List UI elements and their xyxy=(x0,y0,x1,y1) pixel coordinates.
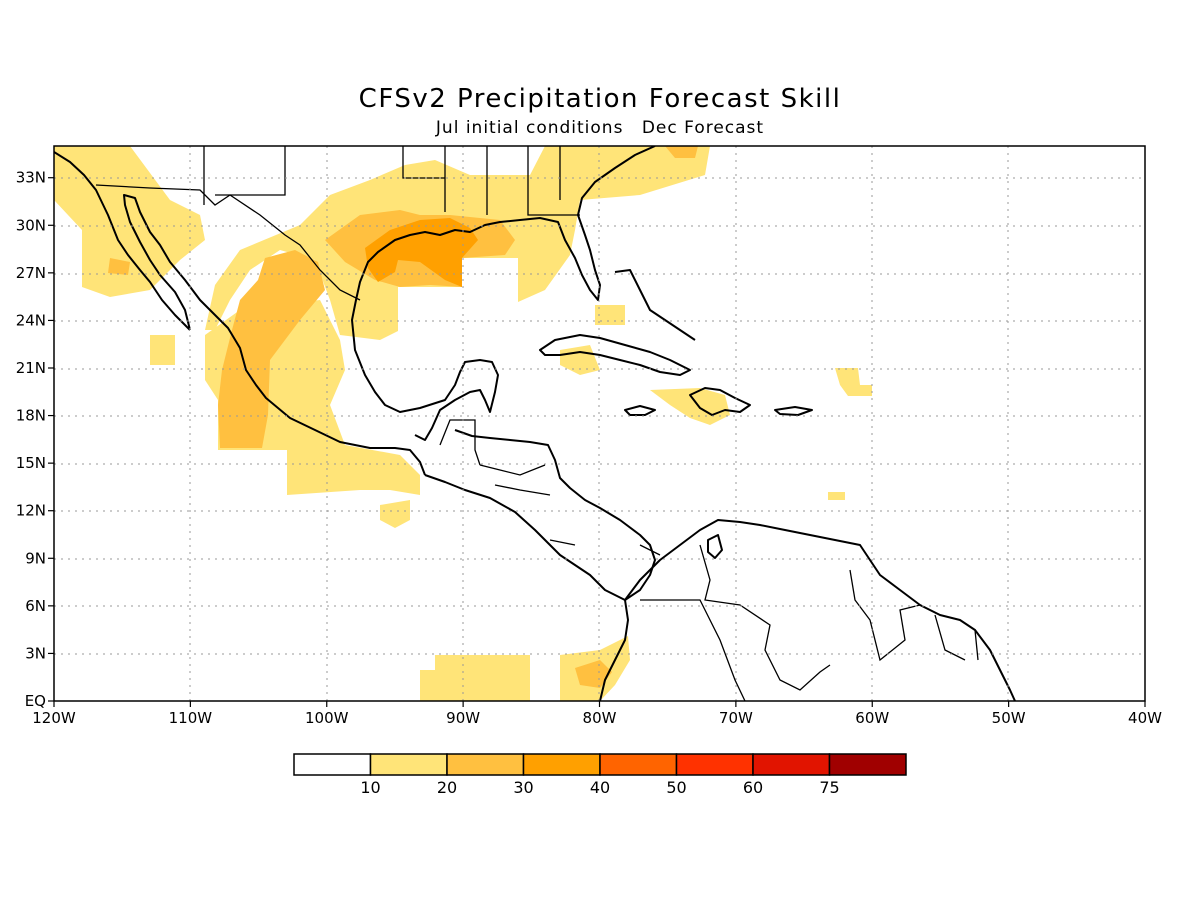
skill-30-40-areas xyxy=(365,218,478,287)
lon-label: 90W xyxy=(446,709,480,727)
lat-label: 12N xyxy=(16,502,46,520)
south-america-coastline xyxy=(624,519,1016,701)
lat-label: 24N xyxy=(16,311,46,329)
political-borders xyxy=(95,146,979,701)
lon-label: 110W xyxy=(169,709,213,727)
longitude-labels: 120W 110W 100W 90W 80W 70W 60W 50W 40W xyxy=(32,709,1162,727)
jamaica-outline xyxy=(624,405,656,416)
map-title: CFSv2 Precipitation Forecast Skill xyxy=(358,84,842,114)
lat-label: 3N xyxy=(25,644,46,662)
hispaniola-outline xyxy=(689,387,751,416)
lon-label: 100W xyxy=(305,709,349,727)
subtitle-initial-conditions: Jul initial conditions xyxy=(435,118,624,138)
colorbar xyxy=(293,753,907,776)
coastlines xyxy=(54,146,1016,701)
lat-label: 30N xyxy=(16,216,46,234)
lon-label: 40W xyxy=(1128,709,1162,727)
colorbar-label: 75 xyxy=(819,778,839,797)
lon-label: 120W xyxy=(32,709,76,727)
colorbar-swatch xyxy=(675,753,754,776)
subtitle-forecast-month: Dec Forecast xyxy=(641,118,765,138)
masked-areas xyxy=(398,258,518,335)
colorbar-swatch xyxy=(828,753,907,776)
south-america-borders xyxy=(640,544,979,701)
skill-shading xyxy=(54,146,872,701)
lake-maracaibo xyxy=(707,534,723,559)
colorbar-swatch xyxy=(752,753,831,776)
lat-label: 33N xyxy=(16,169,46,187)
central-america-coastline xyxy=(424,429,656,601)
colorbar-swatch xyxy=(522,753,601,776)
colorbar-label: 10 xyxy=(360,778,380,797)
map-subtitle: Jul initial conditions Dec Forecast xyxy=(0,118,1200,138)
colombia-pacific-coast xyxy=(599,599,629,701)
axis-ticks xyxy=(48,177,1146,707)
lat-label: 15N xyxy=(16,454,46,472)
bahamas-outline xyxy=(614,269,696,341)
cuba-outline xyxy=(539,334,691,376)
lat-label: 9N xyxy=(25,549,46,567)
colorbar-label: 60 xyxy=(743,778,763,797)
puerto-rico-outline xyxy=(774,406,813,416)
lat-label: 18N xyxy=(16,407,46,425)
us-state-borders xyxy=(203,146,580,216)
colorbar-label: 40 xyxy=(590,778,610,797)
us-mexico-border xyxy=(95,184,361,301)
lat-label: 27N xyxy=(16,264,46,282)
map-frame xyxy=(53,145,1146,702)
colorbar-swatch xyxy=(446,753,525,776)
lat-label: 6N xyxy=(25,597,46,615)
gulf-coastline xyxy=(351,146,656,441)
lon-label: 60W xyxy=(855,709,889,727)
lon-label: 80W xyxy=(583,709,617,727)
mexico-us-coastline xyxy=(54,151,426,476)
colorbar-swatch xyxy=(599,753,678,776)
gridlines xyxy=(54,146,1145,701)
latitude-labels: EQ 3N 6N 9N 12N 15N 18N 21N 24N 27N 30N 33N xyxy=(16,169,46,710)
lon-label: 50W xyxy=(992,709,1026,727)
lat-label: EQ xyxy=(25,692,46,710)
colorbar-label: 20 xyxy=(437,778,457,797)
lon-label: 70W xyxy=(719,709,753,727)
lat-label: 21N xyxy=(16,359,46,377)
colorbar-swatch xyxy=(369,753,448,776)
colorbar-label: 50 xyxy=(666,778,686,797)
colorbar-label: 30 xyxy=(513,778,533,797)
colorbar-labels: 10 20 30 40 50 60 75 xyxy=(360,778,839,797)
colorbar-swatch xyxy=(293,753,372,776)
central-america-borders xyxy=(439,419,661,556)
